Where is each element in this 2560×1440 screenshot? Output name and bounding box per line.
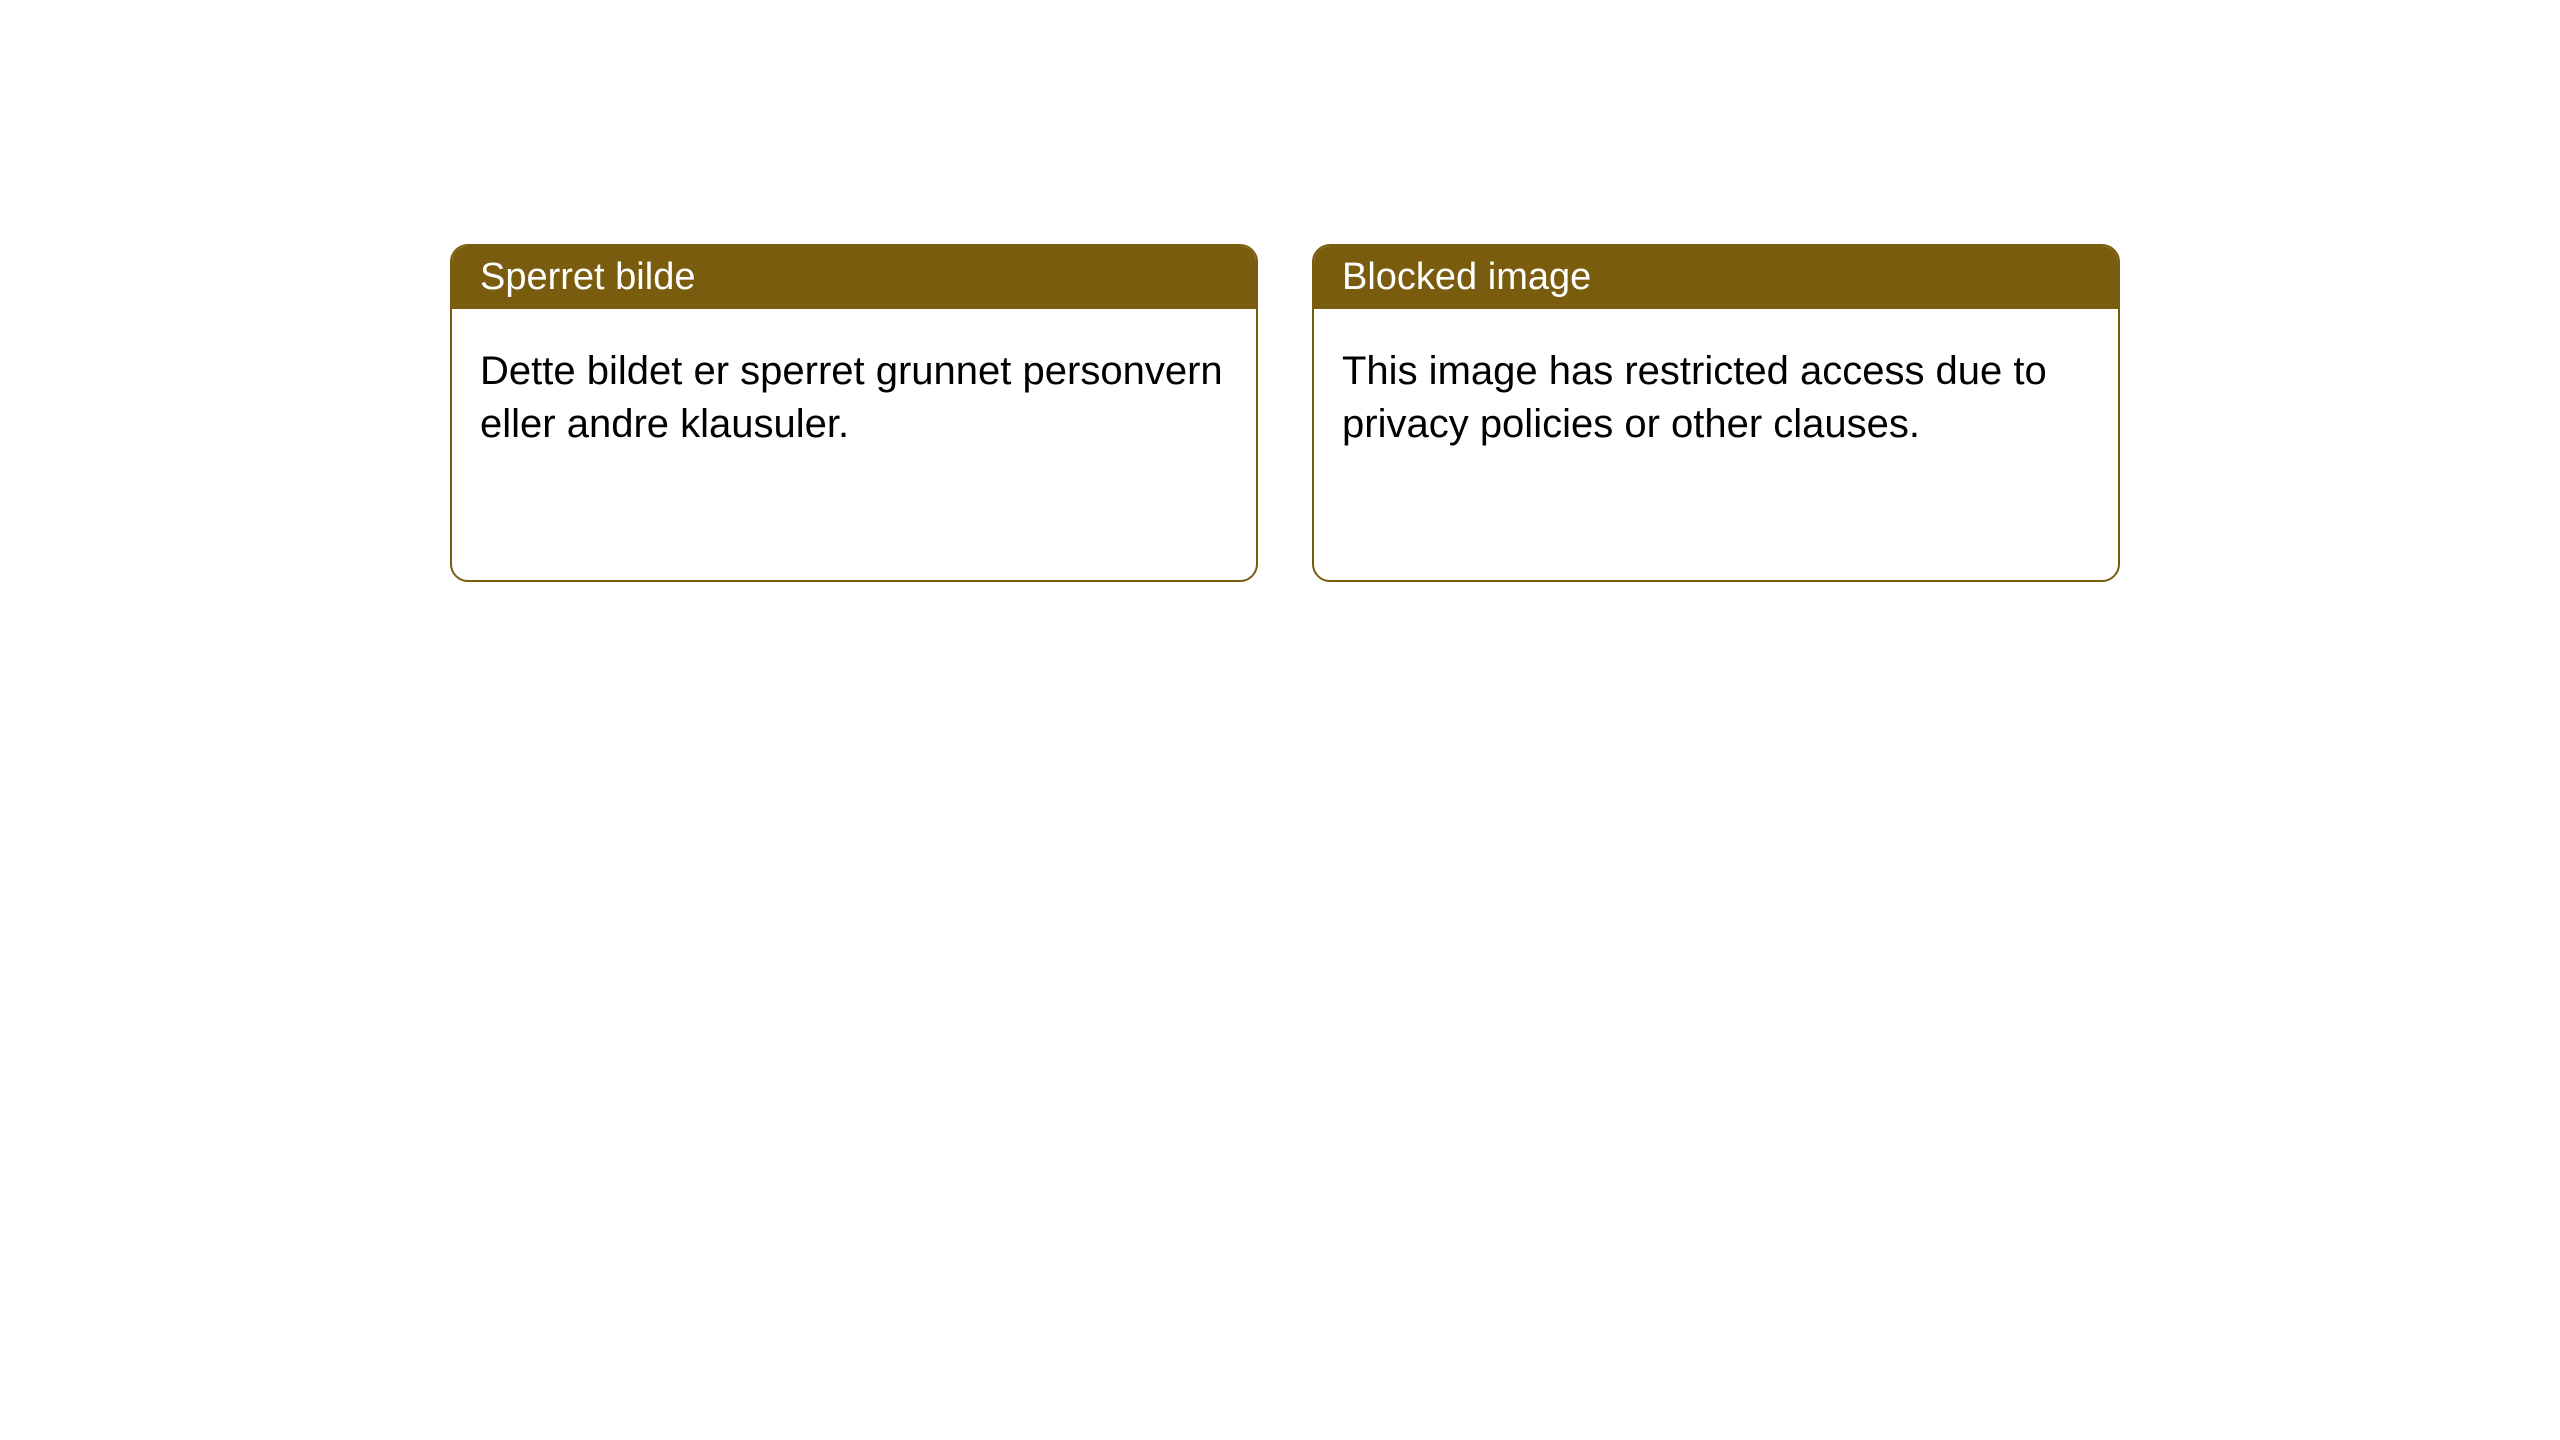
blocked-image-card-en: Blocked image This image has restricted … [1312, 244, 2120, 582]
card-body-text: Dette bildet er sperret grunnet personve… [480, 349, 1223, 446]
card-body-text: This image has restricted access due to … [1342, 349, 2047, 446]
card-title: Blocked image [1342, 256, 1591, 298]
cards-container: Sperret bilde Dette bildet er sperret gr… [0, 0, 2560, 582]
card-body: This image has restricted access due to … [1314, 309, 2118, 487]
blocked-image-card-no: Sperret bilde Dette bildet er sperret gr… [450, 244, 1258, 582]
card-title: Sperret bilde [480, 256, 695, 298]
card-body: Dette bildet er sperret grunnet personve… [452, 309, 1256, 487]
card-header: Sperret bilde [452, 246, 1256, 309]
card-header: Blocked image [1314, 246, 2118, 309]
